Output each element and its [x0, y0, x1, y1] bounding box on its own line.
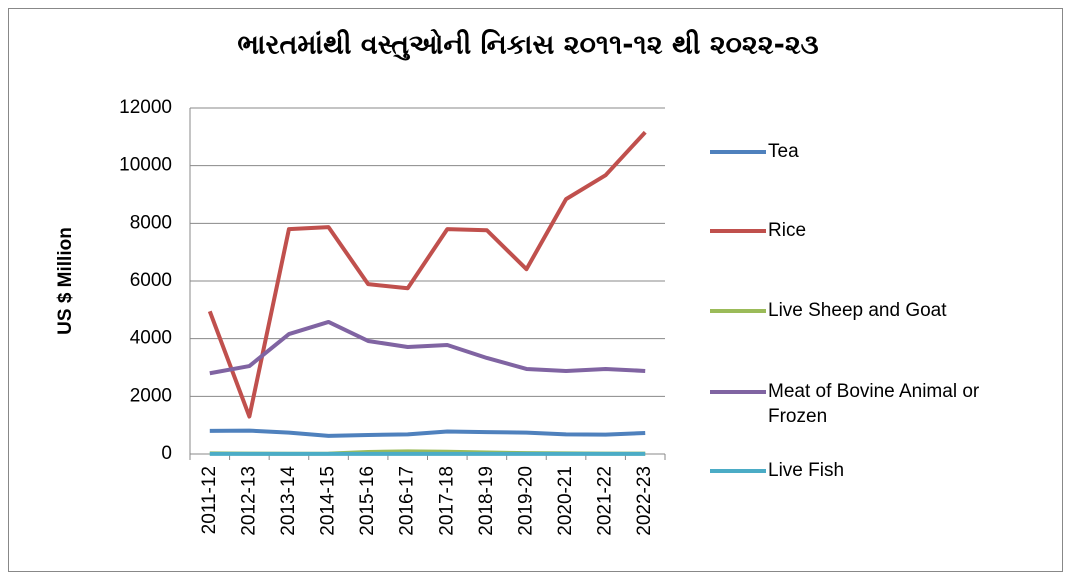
series-line [209, 428, 646, 438]
y-tick-label: 10000 [119, 155, 172, 176]
x-tick-label: 2012-13 [238, 466, 259, 536]
y-tick-label: 8000 [130, 212, 172, 233]
legend-label: Rice [768, 220, 807, 241]
chart-frame [8, 8, 1063, 572]
legend-label: Tea [768, 141, 799, 162]
x-tick-label: 2015-16 [357, 466, 378, 536]
y-tick-label: 6000 [130, 270, 172, 291]
y-tick-label: 4000 [130, 328, 172, 349]
x-tick-label: 2013-14 [278, 466, 299, 536]
legend-label: Live Sheep and Goat [768, 300, 947, 321]
y-tick-label: 0 [161, 443, 172, 464]
x-tick-label: 2020-21 [555, 466, 576, 536]
x-tick-label: 2022-23 [634, 466, 655, 536]
series-line [207, 130, 647, 419]
y-axis-label: US $ Million [55, 227, 76, 335]
x-tick-label: 2011-12 [199, 466, 220, 534]
x-tick-label: 2019-20 [515, 466, 536, 536]
series-line [209, 319, 646, 376]
x-tick-label: 2014-15 [318, 466, 339, 536]
x-tick-label: 2017-18 [436, 466, 457, 536]
y-tick-label: 2000 [130, 385, 172, 406]
legend-label: Live Fish [768, 460, 845, 481]
x-tick-label: 2016-17 [397, 466, 418, 536]
x-tick-label: 2021-22 [595, 466, 616, 536]
legend-label: Meat of Bovine Animal or Frozen [768, 381, 980, 427]
y-tick-label: 12000 [119, 97, 172, 118]
chart-title: ભારતમાંથી વસ્તુઓની નિકાસ ૨૦૧૧-૧૨ થી ૨૦૨૨… [237, 29, 818, 61]
x-tick-label: 2018-19 [476, 466, 497, 536]
